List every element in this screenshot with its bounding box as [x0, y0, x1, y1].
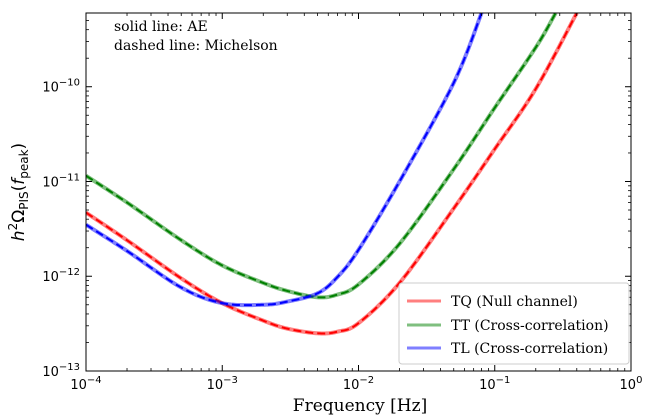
series-tt-dashed-line — [86, 13, 557, 299]
legend-box — [398, 282, 630, 365]
annotation-dashed-line: dashed line: Michelson — [114, 38, 278, 54]
legend-label-tt: TT (Cross-correlation) — [451, 318, 609, 334]
x-tick-label: 10−1 — [479, 375, 510, 393]
legend: TQ (Null channel) TT (Cross-correlation)… — [398, 282, 630, 365]
series-tl-solid-line — [86, 13, 484, 308]
y-label-sup: 2 — [6, 223, 20, 231]
y-label-f: f — [9, 176, 29, 185]
series-layer — [86, 13, 579, 336]
ticks-layer: 10−4 10−3 10−2 10−1 100 10−13 10−12 10−11 10−10 — [42, 13, 642, 393]
y-label-sub: PIS — [17, 191, 31, 209]
series-tq-dashed-line — [86, 13, 578, 335]
x-tick-label: 10−4 — [70, 375, 101, 393]
y-label-h: h — [9, 230, 29, 241]
y-axis-label: h2ΩPIS(fpeak) — [6, 143, 31, 241]
series-tl-dashed-line — [86, 13, 483, 307]
y-tick-label: 10−11 — [42, 172, 80, 190]
y-tick-label: 10−13 — [42, 362, 80, 380]
y-label-fsub: peak — [17, 149, 31, 178]
y-tick-label: 10−12 — [42, 267, 80, 285]
y-tick-label: 10−10 — [42, 78, 80, 96]
y-label-open: ( — [9, 185, 29, 192]
series-tt-solid-line — [86, 13, 558, 300]
annotation-solid-line: solid line: AE — [114, 19, 208, 35]
x-axis-label: Frequency [Hz] — [293, 396, 427, 416]
x-tick-label: 10−3 — [207, 375, 238, 393]
x-tick-label: 100 — [620, 375, 643, 393]
legend-label-tq: TQ (Null channel) — [451, 294, 578, 310]
y-label-omega: Ω — [9, 210, 29, 223]
y-label-close: ) — [9, 143, 29, 150]
legend-label-tl: TL (Cross-correlation) — [451, 341, 608, 357]
x-tick-label: 10−2 — [343, 375, 374, 393]
